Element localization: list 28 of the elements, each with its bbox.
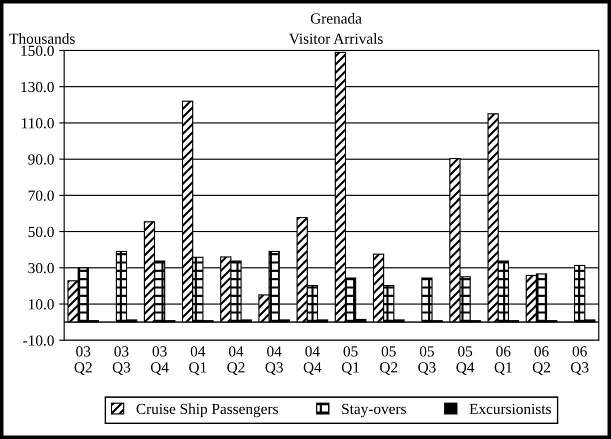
y-tick-label: 70.0 bbox=[28, 190, 54, 201]
y-tick-label: 30.0 bbox=[28, 262, 54, 274]
x-tick-label: 03 Q2 bbox=[74, 346, 92, 375]
x-tick-label: 04 Q1 bbox=[189, 346, 206, 375]
x-tick-label: 05 Q3 bbox=[418, 346, 436, 375]
x-tick-label: 05 Q4 bbox=[456, 346, 474, 375]
x-tick-label: 04 Q3 bbox=[265, 346, 283, 375]
y-axis-title: Thousands bbox=[9, 33, 75, 44]
y-tick-label: 150.0 bbox=[21, 46, 54, 56]
x-tick-label: 05 Q1 bbox=[342, 346, 359, 375]
chart-title: Grenada Visitor Arrivals bbox=[288, 12, 383, 44]
legend-label: Stay-overs bbox=[342, 404, 406, 418]
y-tick-label: 90.0 bbox=[28, 154, 54, 165]
x-tick-label: 06 Q2 bbox=[532, 346, 550, 375]
x-tick-label: 06 Q1 bbox=[494, 346, 512, 375]
x-tick-label: 03 Q3 bbox=[112, 346, 130, 375]
x-tick-label: 06 Q3 bbox=[570, 346, 588, 375]
x-tick-label: 04 Q4 bbox=[304, 346, 322, 375]
x-tick-label: 05 Q2 bbox=[380, 346, 398, 375]
y-tick-label: 110.0 bbox=[22, 118, 54, 128]
x-tick-label: 04 Q2 bbox=[227, 346, 244, 375]
legend-label: Cruise Ship Passengers bbox=[136, 403, 278, 418]
y-tick-label: 50.0 bbox=[28, 226, 54, 238]
x-tick-label: 03 Q4 bbox=[150, 346, 169, 375]
y-tick-label: 10.0 bbox=[29, 299, 54, 310]
legend-label: Excursionists bbox=[470, 404, 551, 414]
y-tick-label: 130.0 bbox=[21, 82, 54, 92]
y-tick-label: -10.0 bbox=[23, 335, 54, 346]
